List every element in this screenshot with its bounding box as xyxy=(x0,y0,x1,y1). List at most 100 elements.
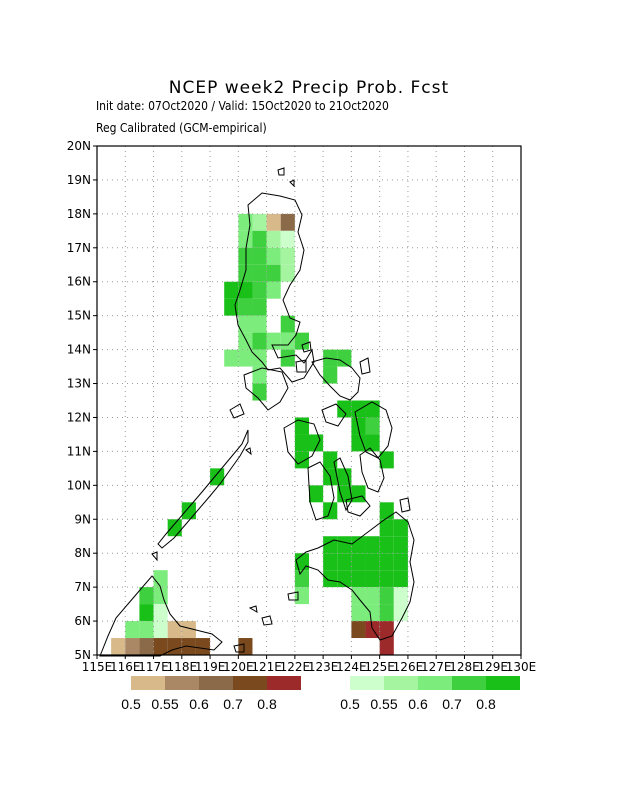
lat-tick-label: 8N xyxy=(74,546,91,560)
prob-cell xyxy=(337,400,352,418)
lon-tick-label: 118E xyxy=(167,660,198,674)
bohol-coastline xyxy=(345,495,371,517)
prob-cell xyxy=(238,230,253,248)
mindoro-coastline xyxy=(243,367,289,411)
colorbar-swatch xyxy=(199,676,233,690)
lon-tick-label: 120E xyxy=(223,660,254,674)
bicol-coastline xyxy=(311,357,361,401)
prob-cell xyxy=(365,570,380,588)
prob-cell xyxy=(167,638,182,655)
prob-cell xyxy=(153,638,168,655)
prob-cell xyxy=(266,230,281,248)
prob-cell xyxy=(224,281,239,299)
prob-cell xyxy=(252,383,267,401)
prob-cell xyxy=(379,553,394,571)
prob-cell xyxy=(365,587,380,605)
prob-cell xyxy=(393,570,408,588)
lon-tick-label: 127E xyxy=(421,660,452,674)
lon-tick-label: 119E xyxy=(195,660,226,674)
prob-cell xyxy=(379,451,394,469)
lon-tick-label: 115E xyxy=(82,660,113,674)
prob-cell xyxy=(379,638,394,655)
babuyan-island xyxy=(277,167,285,176)
prob-cell xyxy=(153,570,168,588)
colorbar-label: 0.7 xyxy=(442,696,462,712)
prob-cell xyxy=(195,638,211,655)
prob-cell xyxy=(365,400,380,418)
prob-cell xyxy=(323,366,338,384)
prob-cell xyxy=(238,349,253,367)
panay-coastline xyxy=(283,419,321,465)
lon-tick-label: 125E xyxy=(364,660,395,674)
colorbar-swatch xyxy=(131,676,165,690)
prob-cell xyxy=(280,332,295,350)
prob-cell xyxy=(351,587,366,605)
prob-cell xyxy=(238,332,253,350)
lat-tick-label: 11N xyxy=(67,444,91,458)
lon-tick-label: 126E xyxy=(393,660,424,674)
samar-coastline xyxy=(354,401,393,459)
colorbar-label: 0.55 xyxy=(151,696,178,712)
prob-cell xyxy=(224,349,239,367)
lat-tick-label: 5N xyxy=(74,648,91,662)
prob-cell xyxy=(252,247,267,265)
masbate-coastline xyxy=(321,403,347,427)
negros-coastline xyxy=(307,461,335,521)
lon-tick-label: 123E xyxy=(308,660,339,674)
prob-cell xyxy=(280,230,295,248)
map-title: NCEP week2 Precip Prob. Fcst xyxy=(168,78,450,98)
prob-cell xyxy=(252,315,267,333)
lon-tick-label: 130E xyxy=(506,660,537,674)
siargao-island xyxy=(399,497,411,513)
colorbar-label: 0.6 xyxy=(189,696,209,712)
lon-tick-label: 124E xyxy=(336,660,367,674)
prob-cell xyxy=(351,536,366,554)
sulu-island-c xyxy=(233,643,245,653)
lat-tick-label: 18N xyxy=(67,207,91,221)
prob-cell xyxy=(379,587,394,605)
map-axes: 115E116E117E118E119E120E121E122E123E124E… xyxy=(67,139,537,674)
prob-cell xyxy=(351,621,366,639)
borneo-coastline xyxy=(99,575,223,657)
basilan-island xyxy=(287,591,299,601)
colorbar-label: 0.8 xyxy=(476,696,496,712)
prob-cell xyxy=(323,570,338,588)
prob-cell xyxy=(365,553,380,571)
prob-cell xyxy=(167,519,182,537)
prob-cell xyxy=(238,315,253,333)
sulu-island-b xyxy=(248,605,258,613)
prob-cell xyxy=(379,536,394,554)
prob-cell xyxy=(393,519,408,537)
prob-cell xyxy=(365,536,380,554)
calamian-island xyxy=(229,403,245,419)
prob-cell xyxy=(337,553,352,571)
method-subtitle: Reg Calibrated (GCM-empirical) xyxy=(96,121,267,135)
prob-cell xyxy=(323,553,338,571)
prob-cell xyxy=(294,451,309,469)
prob-cell xyxy=(365,604,380,622)
lon-tick-label: 121E xyxy=(251,660,282,674)
prob-cell xyxy=(280,247,295,265)
prob-cell xyxy=(323,451,338,469)
prob-cell xyxy=(224,298,239,316)
prob-cell xyxy=(153,621,168,639)
prob-cell xyxy=(351,553,366,571)
prob-cell xyxy=(252,298,267,316)
prob-cell xyxy=(167,621,182,639)
prob-cell xyxy=(280,349,295,367)
prob-cell xyxy=(181,621,196,639)
colorbar-label: 0.7 xyxy=(223,696,243,712)
prob-cell xyxy=(280,264,295,282)
prob-cell xyxy=(252,264,267,282)
prob-cell xyxy=(393,604,408,622)
prob-cell xyxy=(125,638,140,655)
prob-cell xyxy=(379,519,394,537)
prob-cell xyxy=(252,230,267,248)
prob-cell xyxy=(393,553,408,571)
prob-cell xyxy=(238,247,253,265)
prob-cell xyxy=(266,264,281,282)
lat-tick-label: 15N xyxy=(67,309,91,323)
prob-cell xyxy=(294,332,309,350)
prob-cell xyxy=(139,587,154,605)
polillo-island xyxy=(301,341,312,353)
